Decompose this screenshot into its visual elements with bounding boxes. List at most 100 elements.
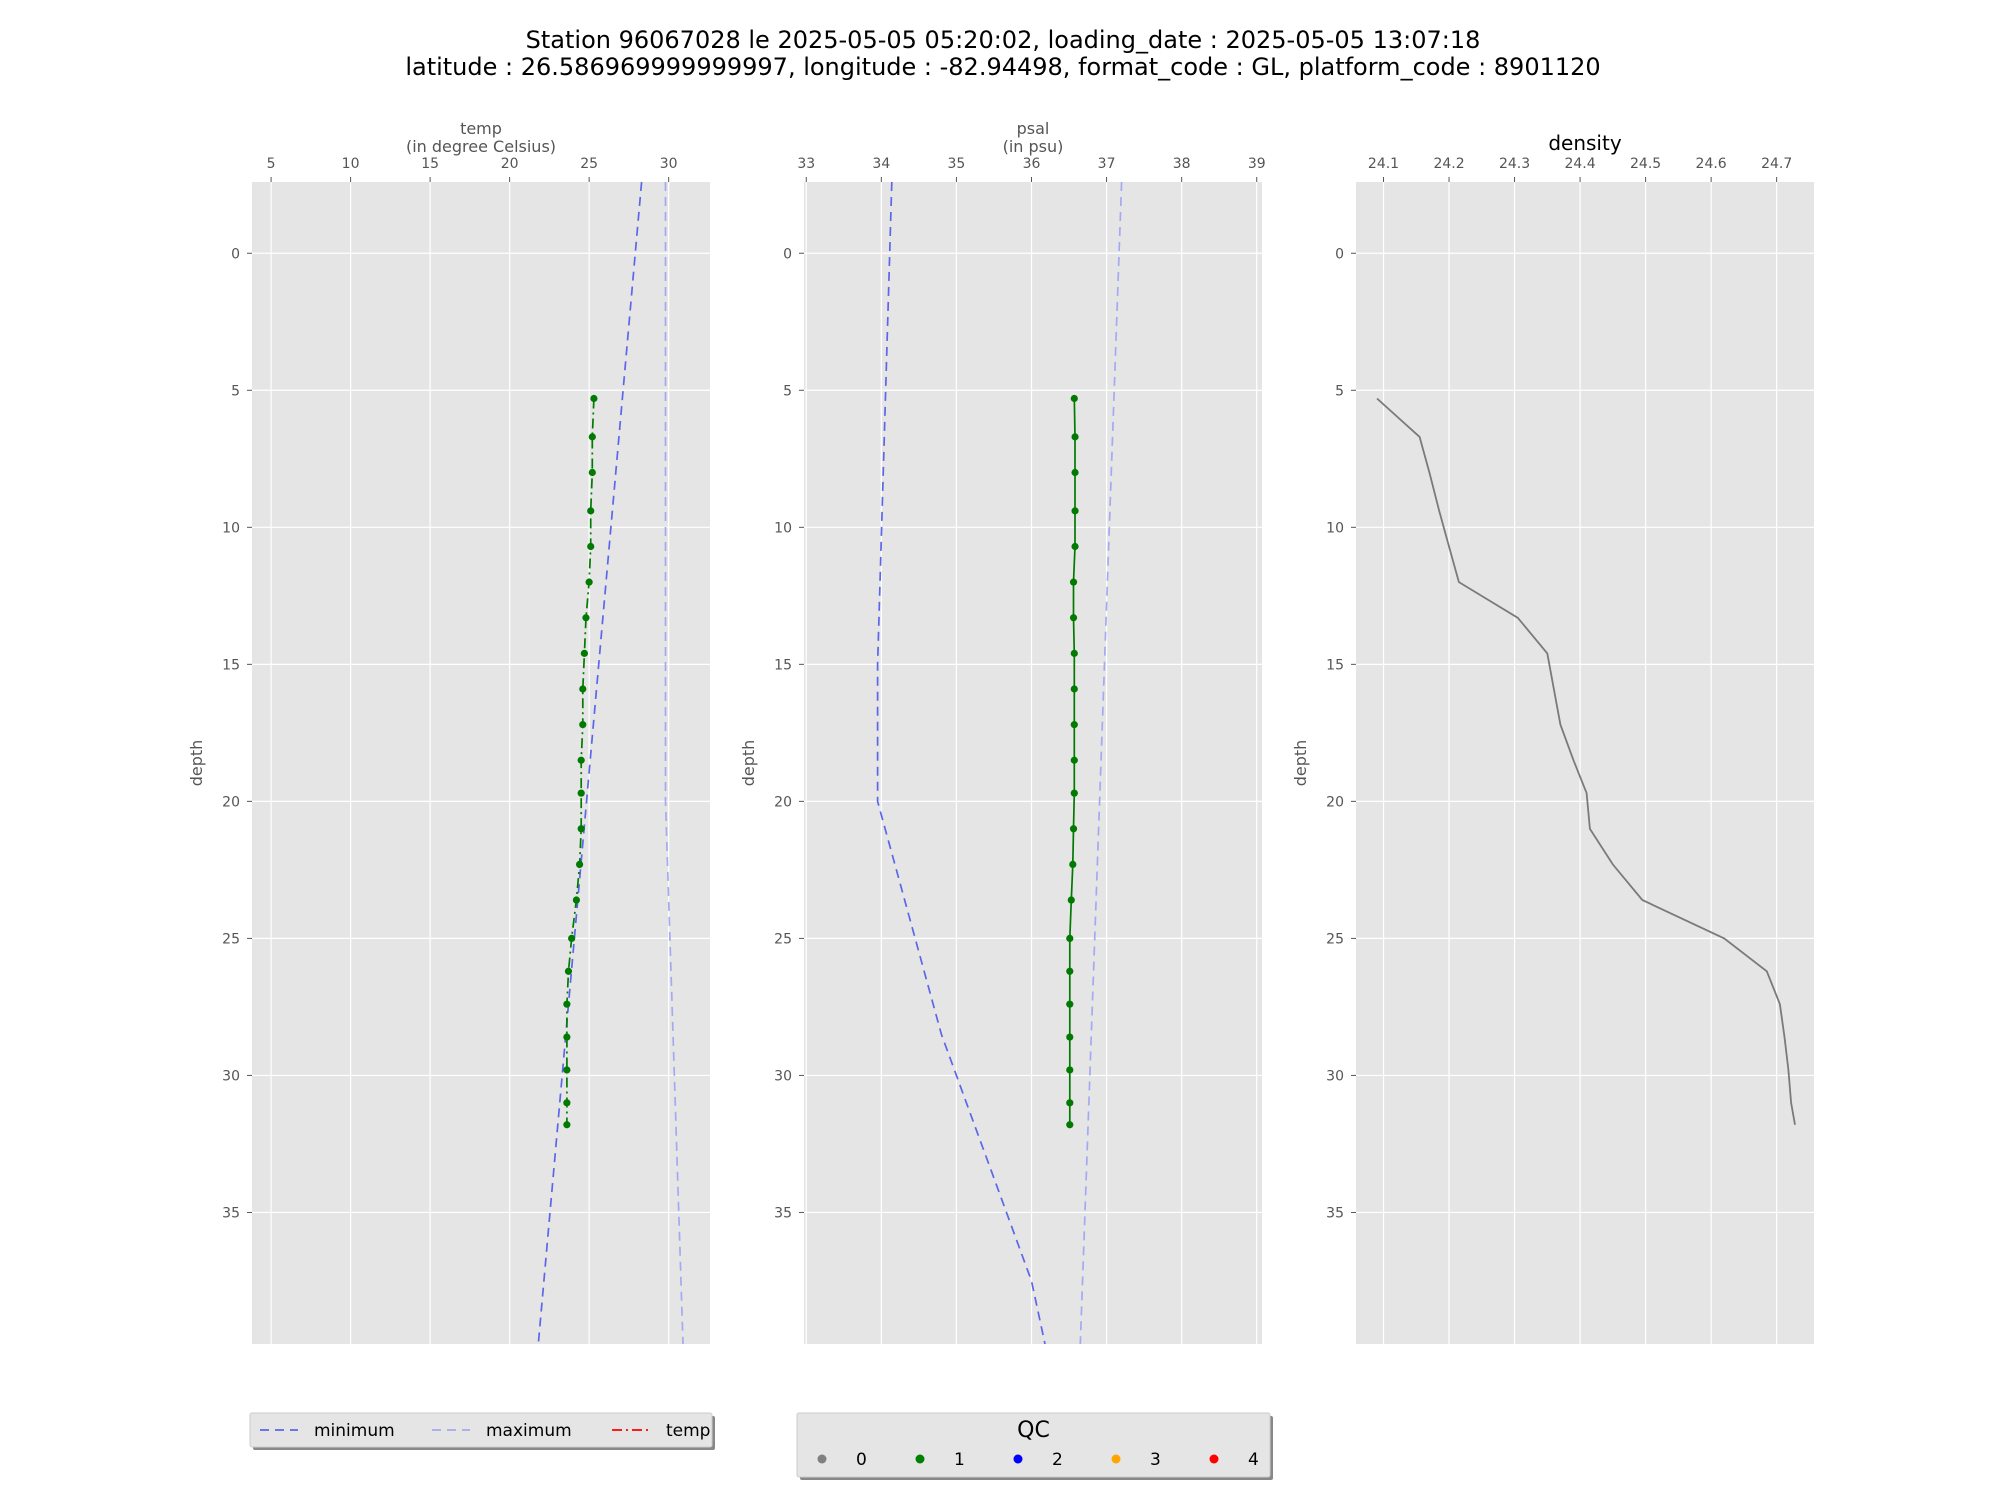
legend-label: 2 (1052, 1450, 1063, 1470)
data-point-temp (563, 1033, 571, 1041)
y-tick-label: 35 (774, 1205, 792, 1221)
data-point-psal (1071, 542, 1079, 551)
x-tick-label: 39 (1248, 156, 1266, 172)
series-line-density (1376, 397, 1796, 1125)
plot-area (804, 182, 1262, 1344)
series-line-maximum (664, 182, 684, 1344)
plot-area (1356, 182, 1814, 1344)
legend-label: 3 (1150, 1450, 1161, 1470)
y-tick-label: 10 (774, 520, 792, 536)
legend-label: 0 (856, 1450, 867, 1470)
chart-panel-2: 24.1 24.2 24.3 24.4 24.5 24.6 24.7 0 5 10 15 20 25 30… (1291, 131, 1814, 1344)
legend-box (249, 1412, 713, 1448)
data-point-temp (588, 433, 596, 441)
chart-panels: 5 10 15 20 25 30 0 5 10 15 20 25 30 35 depth temp(in de… (187, 119, 1814, 1344)
x-tick-label: 24.4 (1564, 156, 1595, 172)
data-point-psal (1066, 1099, 1074, 1107)
y-axis-label: depth (1291, 740, 1310, 787)
data-point-psal (1070, 789, 1078, 797)
data-point-psal (1067, 896, 1075, 904)
legend-marker-qc2 (1013, 1454, 1023, 1464)
y-tick-label: 0 (783, 246, 792, 262)
y-tick-label: 0 (1335, 246, 1344, 262)
data-point-temp (563, 1066, 571, 1074)
y-tick-label: 30 (222, 1068, 240, 1084)
y-tick-label: 0 (231, 246, 240, 262)
y-tick-label: 15 (222, 657, 240, 673)
figure-title-line2: latitude : 26.586969999999997, longitude… (405, 53, 1600, 81)
y-tick-label: 20 (222, 794, 240, 810)
y-tick-label: 5 (231, 383, 240, 399)
legend-title: QC (1017, 1418, 1050, 1443)
data-point-psal (1069, 825, 1078, 833)
data-point-temp (590, 394, 598, 403)
data-point-temp (577, 756, 585, 764)
data-point-temp (563, 1099, 571, 1107)
y-tick-label: 35 (1326, 1205, 1344, 1221)
axis-title-line2: (in psu) (1003, 137, 1064, 156)
x-tick-label: 24.1 (1368, 156, 1399, 172)
data-point-temp (568, 934, 576, 942)
data-point-temp (580, 649, 588, 657)
data-point-temp (564, 967, 573, 975)
axis-title-line2: (in degree Celsius) (406, 137, 556, 156)
data-point-temp (575, 860, 584, 869)
x-tick-label: 30 (660, 156, 678, 172)
legend-marker-qc1 (915, 1454, 925, 1464)
y-tick-label: 25 (774, 931, 792, 947)
y-tick-label: 10 (1326, 520, 1344, 536)
y-tick-label: 30 (774, 1068, 792, 1084)
data-point-temp (587, 542, 595, 551)
y-tick-label: 25 (222, 931, 240, 947)
data-point-temp (579, 685, 587, 693)
legend-lines: minimum maximum temp (249, 1412, 715, 1450)
x-tick-label: 36 (1023, 156, 1041, 172)
data-point-psal (1066, 967, 1074, 975)
data-point-psal (1071, 507, 1079, 515)
data-point-psal (1069, 860, 1077, 869)
data-point-psal (1070, 685, 1078, 693)
y-tick-label: 15 (1326, 657, 1344, 673)
data-point-psal (1066, 934, 1074, 942)
chart-panel-0: 5 10 15 20 25 30 0 5 10 15 20 25 30 35 depth temp(in de… (187, 119, 710, 1344)
chart-panel-1: 33 34 35 36 37 38 39 0 5 10 15 20 25 30 35 depth psal(in… (739, 119, 1266, 1344)
data-point-temp (563, 1121, 571, 1129)
x-tick-label: 33 (797, 156, 815, 172)
data-point-psal (1070, 649, 1078, 657)
legend-qc: QC 0 1 2 3 4 (796, 1412, 1273, 1480)
series-line-minimum (876, 182, 1046, 1344)
data-point-temp (588, 468, 596, 477)
x-tick-label: 24.6 (1696, 156, 1727, 172)
x-tick-label: 10 (342, 156, 360, 172)
axis-title-line1: temp (460, 119, 502, 138)
data-point-temp (577, 789, 585, 797)
y-tick-label: 10 (222, 520, 240, 536)
data-point-psal (1071, 468, 1079, 477)
x-tick-label: 34 (872, 156, 890, 172)
legend-label: 4 (1248, 1450, 1259, 1470)
y-tick-label: 5 (783, 383, 792, 399)
y-tick-label: 20 (774, 794, 792, 810)
data-point-temp (577, 825, 585, 833)
figure-title-line1: Station 96067028 le 2025-05-05 05:20:02,… (526, 26, 1481, 54)
x-tick-label: 24.5 (1630, 156, 1661, 172)
data-point-temp (563, 1000, 571, 1008)
data-point-psal (1070, 394, 1078, 403)
data-point-psal (1069, 578, 1078, 586)
x-tick-label: 24.2 (1433, 156, 1464, 172)
x-tick-label: 20 (501, 156, 519, 172)
legend-label: minimum (314, 1421, 395, 1441)
y-axis-label: depth (739, 740, 758, 787)
plot-area (252, 182, 710, 1344)
legend-label: 1 (954, 1450, 965, 1470)
legend-label: temp (666, 1421, 710, 1441)
y-tick-label: 20 (1326, 794, 1344, 810)
data-point-psal (1066, 1066, 1074, 1074)
y-tick-label: 5 (1335, 383, 1344, 399)
legend-marker-qc4 (1209, 1454, 1219, 1464)
x-tick-label: 25 (580, 156, 598, 172)
y-tick-label: 15 (774, 657, 792, 673)
legend-label: maximum (486, 1421, 572, 1441)
data-point-psal (1070, 756, 1078, 764)
